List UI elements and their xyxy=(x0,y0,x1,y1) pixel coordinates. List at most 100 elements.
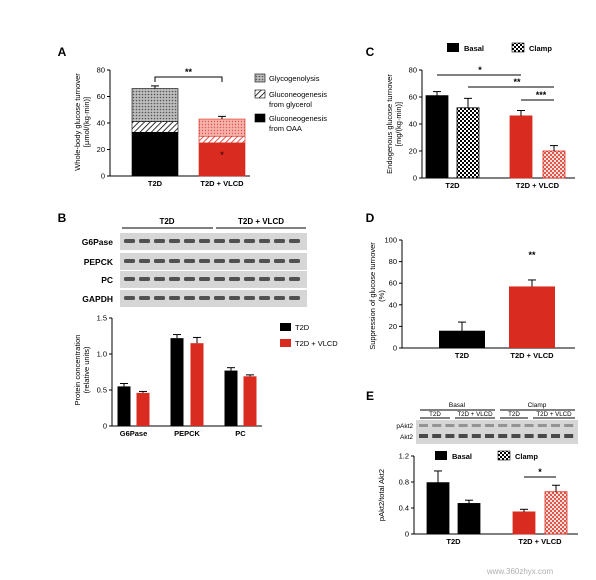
panelB-legend-swatch xyxy=(280,339,291,347)
panelB-blot-band xyxy=(184,259,195,263)
panelD-y-label-group: Suppression of glucose turnover (%) xyxy=(368,242,386,350)
panelD-x-tick-label: T2D + VLCD xyxy=(510,351,554,360)
panelA-bar-T2D-Glycogenolysis xyxy=(131,88,179,122)
panelB-y-label: Protein concentration xyxy=(73,335,82,406)
panelC-tick-label: 80 xyxy=(409,66,417,75)
panelD-tick-label: 40 xyxy=(389,300,397,309)
panelB-blot-row-label: GAPDH xyxy=(82,294,113,304)
panelB-blot-band xyxy=(259,259,270,263)
panelB-blot-band xyxy=(259,277,270,281)
panelE-blot-band xyxy=(564,434,574,438)
panelB-blot-band xyxy=(199,277,210,281)
panelB-blot-band xyxy=(124,277,135,281)
panelE-blot-band xyxy=(458,424,468,427)
panelA-legend-label: from OAA xyxy=(269,124,302,133)
panelE-legend-label: Basal xyxy=(452,452,472,461)
panelD-tick-label: 0 xyxy=(393,344,397,353)
panelE-blot-band xyxy=(419,434,428,438)
panelE-blot-band xyxy=(511,424,521,427)
panel-letter-C: C xyxy=(366,45,375,59)
panelB-blot-band xyxy=(139,239,150,243)
panelC-y-label: Endogenous glucose turnover xyxy=(385,74,394,174)
panelE-blot-group-label: T2D xyxy=(429,411,441,418)
panelA-y-label: Whole-body glucose turnover xyxy=(73,73,82,171)
panelD-tick-label: 80 xyxy=(389,257,397,266)
panel-letter-D: D xyxy=(366,211,375,225)
panelB-blot-band xyxy=(244,296,255,300)
panelC-sig-label: *** xyxy=(536,90,547,100)
panelB-x-tick-label: PC xyxy=(235,429,246,438)
panelE-blot-band xyxy=(524,434,534,438)
panelE-blot-band xyxy=(471,424,481,427)
panelD-sig-label: ** xyxy=(528,250,536,260)
panelE-blot-group-label: T2D + VLCD xyxy=(536,411,572,418)
panelE-blot-band xyxy=(445,424,455,427)
panelB-blot-band xyxy=(289,239,300,243)
panelE-blot-band xyxy=(471,434,481,438)
panelA-legend-label: from glycerol xyxy=(269,100,312,109)
panelC-y-label-group: Endogenous glucose turnover [mg/(kg·min)] xyxy=(385,74,403,174)
panelC-bar-T2D + VLCD-Clamp xyxy=(542,150,566,179)
panelA-tick-label: 0 xyxy=(101,172,105,181)
panelA-legend-swatch xyxy=(254,113,266,123)
panelE-blot-band xyxy=(511,434,521,438)
panelE-blot-band xyxy=(458,434,468,438)
panelE-y-label: pAkt2/total Akt2 xyxy=(377,469,386,521)
panelA-y-label-group: Whole-body glucose turnover [µmol/(kg·min… xyxy=(73,73,91,171)
panelA-bar-T2D + VLCD-Gluconeogenesis from glycerol xyxy=(198,135,246,144)
panelB-blot-strip xyxy=(120,233,307,250)
panelE-bar-T2D + VLCD-Clamp xyxy=(544,491,568,535)
panelA-x-tick-label: T2D xyxy=(148,179,163,188)
panelB-blot-band xyxy=(169,296,180,300)
panelE-blot-band xyxy=(498,424,508,427)
panelE-y-label-group: pAkt2/total Akt2 xyxy=(377,469,386,521)
panelB-blot-band xyxy=(169,277,180,281)
panelE-blot-band xyxy=(537,434,547,438)
panelB-blot-band xyxy=(199,296,210,300)
panelB-blot-band xyxy=(229,277,240,281)
panelE-blot-group-label: T2D + VLCD xyxy=(457,411,493,418)
panelE-blot-band xyxy=(485,424,494,427)
panelB-blot-band xyxy=(214,296,225,300)
panelC-legend-swatch-basal xyxy=(447,43,459,52)
panelB-bar-PEPCK-T2D + VLCD xyxy=(190,343,204,426)
panelB-bar-PC-T2D + VLCD xyxy=(243,376,257,426)
panelC-sig-label: ** xyxy=(513,77,521,87)
panelB-blot-strip xyxy=(120,253,307,270)
panelB-blot-band xyxy=(139,259,150,263)
panelE-tick-label: 1.2 xyxy=(399,452,409,461)
panelB-x-tick-label: PEPCK xyxy=(174,429,200,438)
panelC-x-tick-label: T2D + VLCD xyxy=(516,181,560,190)
panelB-blot-band xyxy=(184,277,195,281)
panelD-y-label: (%) xyxy=(377,290,386,302)
panelE-blot-row-label: Akt2 xyxy=(400,434,413,441)
panelC-legend-label: Basal xyxy=(464,44,484,53)
panelB-bar-G6Pase-T2D xyxy=(117,386,131,426)
panelD-tick-label: 100 xyxy=(384,236,397,245)
panelB-blot-band xyxy=(154,239,165,243)
panelA-tick-label: 60 xyxy=(97,92,105,101)
panelC-x-tick-label: T2D xyxy=(445,181,460,190)
panelC-tick-label: 0 xyxy=(413,174,417,183)
panelE-tick-label: 0.4 xyxy=(399,504,409,513)
panelB-blot-strip xyxy=(120,271,307,288)
panelE-blot-band xyxy=(432,434,442,438)
panelE-blot-band xyxy=(485,434,494,438)
panelB-blot-group-label: T2D + VLCD xyxy=(238,217,284,226)
panelA-sig-star: * xyxy=(220,150,224,160)
panelB-blot-band xyxy=(214,259,225,263)
panelB-blot-band xyxy=(124,259,135,263)
panelB-blot-band xyxy=(229,259,240,263)
panelB-blot-band xyxy=(259,239,270,243)
panelB-blot-band xyxy=(139,296,150,300)
panelE-blot-band xyxy=(564,424,574,427)
panelA-x-tick-label: T2D + VLCD xyxy=(200,179,244,188)
panelA-sig-label: ** xyxy=(185,67,193,77)
panelB-y-label-group: Protein concentration (relative units) xyxy=(73,335,91,406)
panelE-blot-row-label: pAkt2 xyxy=(396,423,413,430)
panelE-blot-band xyxy=(537,424,547,427)
panelE-bar-T2D-Clamp xyxy=(457,503,481,535)
panelE-tick-label: 0 xyxy=(405,530,409,539)
panelE-blot-band xyxy=(498,434,508,438)
panelE-blot-group-label: T2D xyxy=(508,411,520,418)
